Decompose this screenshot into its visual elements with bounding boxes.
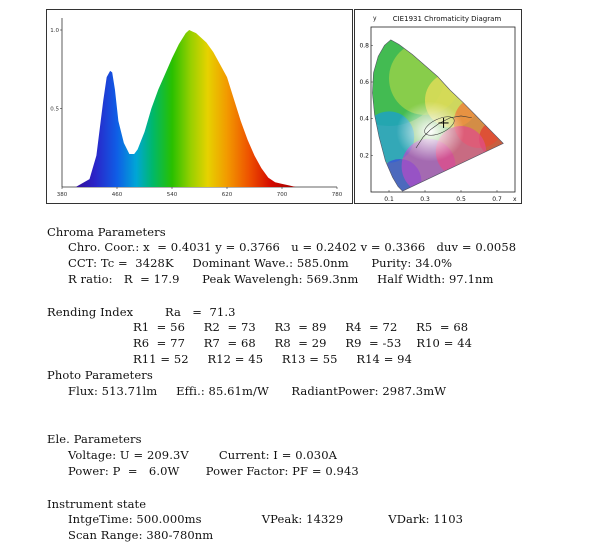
cie-x-tick-label: 0.1 <box>384 196 394 203</box>
cie-chromaticity-diagram: CIE1931 Chromaticity Diagram y x 0.8 0.6 0.4… <box>359 15 517 203</box>
spectrum-x-tick-label: 540 <box>167 192 178 198</box>
scan-range-line: Scan Range: 380-780nm <box>68 528 214 542</box>
cct-line: CCT: Tc = 3428K Dominant Wave.: 585.0nm … <box>68 256 453 270</box>
cie-y-tick-label: 0.4 <box>359 116 369 123</box>
instrument-values-line: IntgeTime: 500.000ms VPeak: 14329 VDark:… <box>68 512 464 526</box>
spectrum-x-tick-label: 380 <box>57 192 68 198</box>
r-values-row: R11 = 52 R12 = 45 R13 = 55 R14 = 94 <box>133 352 413 366</box>
spectrum-x-tick-label: 780 <box>332 192 343 198</box>
cie-plot-frame <box>370 26 516 193</box>
cie-x-axis-letter: x <box>513 196 517 203</box>
chromaticity-point-marker <box>438 117 449 128</box>
cie-axes: y x 0.8 0.6 0.4 0.2 0.1 0.3 0.5 0.7 <box>359 15 517 203</box>
cie-y-axis-letter: y <box>373 15 377 22</box>
cie-x-tick-label: 0.3 <box>420 196 430 203</box>
spectrum-x-tick-label: 700 <box>277 192 288 198</box>
chroma-parameters-heading: Chroma Parameters <box>47 225 166 239</box>
spectrum-chart: 1.0 0.5 380 460 540 620 700 780 <box>50 18 343 198</box>
r-values-row: R6 = 77 R7 = 68 R8 = 29 R9 = -53 R10 = 4… <box>133 336 473 350</box>
cie-x-tick-label: 0.5 <box>456 196 466 203</box>
spectrum-x-tick-label: 460 <box>112 192 123 198</box>
spectrum-chart-panel: 1.0 0.5 380 460 540 620 700 780 <box>46 9 353 204</box>
spectrum-x-tick-label: 620 <box>222 192 233 198</box>
instrument-state-heading: Instrument state <box>47 497 147 511</box>
spectrum-y-tick-label: 1.0 <box>50 28 59 34</box>
spectrum-curve <box>62 30 337 187</box>
spectrum-y-tick-label: 0.5 <box>50 107 59 113</box>
power-line: Power: P = 6.0W Power Factor: PF = 0.943 <box>68 464 359 478</box>
cie-chart-panel: CIE1931 Chromaticity Diagram y x 0.8 0.6 0.4… <box>354 9 522 204</box>
photo-parameters-heading: Photo Parameters <box>47 368 153 382</box>
r-values-row: R1 = 56 R2 = 73 R3 = 89 R4 = 72 R5 = 68 <box>133 320 469 334</box>
ele-parameters-heading: Ele. Parameters <box>47 432 142 446</box>
chroma-coordinates-line: Chro. Coor.: x = 0.4031 y = 0.3766 u = 0… <box>68 240 517 254</box>
cie-y-tick-label: 0.8 <box>359 42 369 49</box>
ra-value: Ra = 71.3 <box>165 305 236 319</box>
cie-chart-title: CIE1931 Chromaticity Diagram <box>393 15 502 23</box>
photo-values-line: Flux: 513.71lm Effi.: 85.61m/W RadiantPo… <box>68 384 447 398</box>
voltage-current-line: Voltage: U = 209.3V Current: I = 0.030A <box>68 448 338 462</box>
r-ratio-line: R ratio: R = 17.9 Peak Wavelengh: 569.3n… <box>68 272 494 286</box>
cie-y-tick-label: 0.6 <box>359 79 369 86</box>
cie-x-tick-label: 0.7 <box>492 196 502 203</box>
cie-y-tick-label: 0.2 <box>359 152 369 159</box>
cie-locus-outline <box>372 39 504 192</box>
rending-index-heading: Rending Index <box>47 305 134 319</box>
